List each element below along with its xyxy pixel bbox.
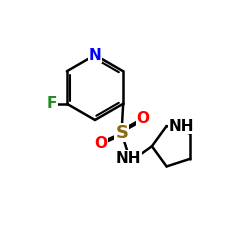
Text: NH: NH	[169, 118, 194, 134]
Text: NH: NH	[116, 151, 141, 166]
Text: N: N	[88, 48, 102, 62]
Text: O: O	[137, 111, 150, 126]
Text: S: S	[116, 124, 128, 142]
Text: F: F	[47, 96, 57, 111]
Text: O: O	[94, 136, 107, 151]
